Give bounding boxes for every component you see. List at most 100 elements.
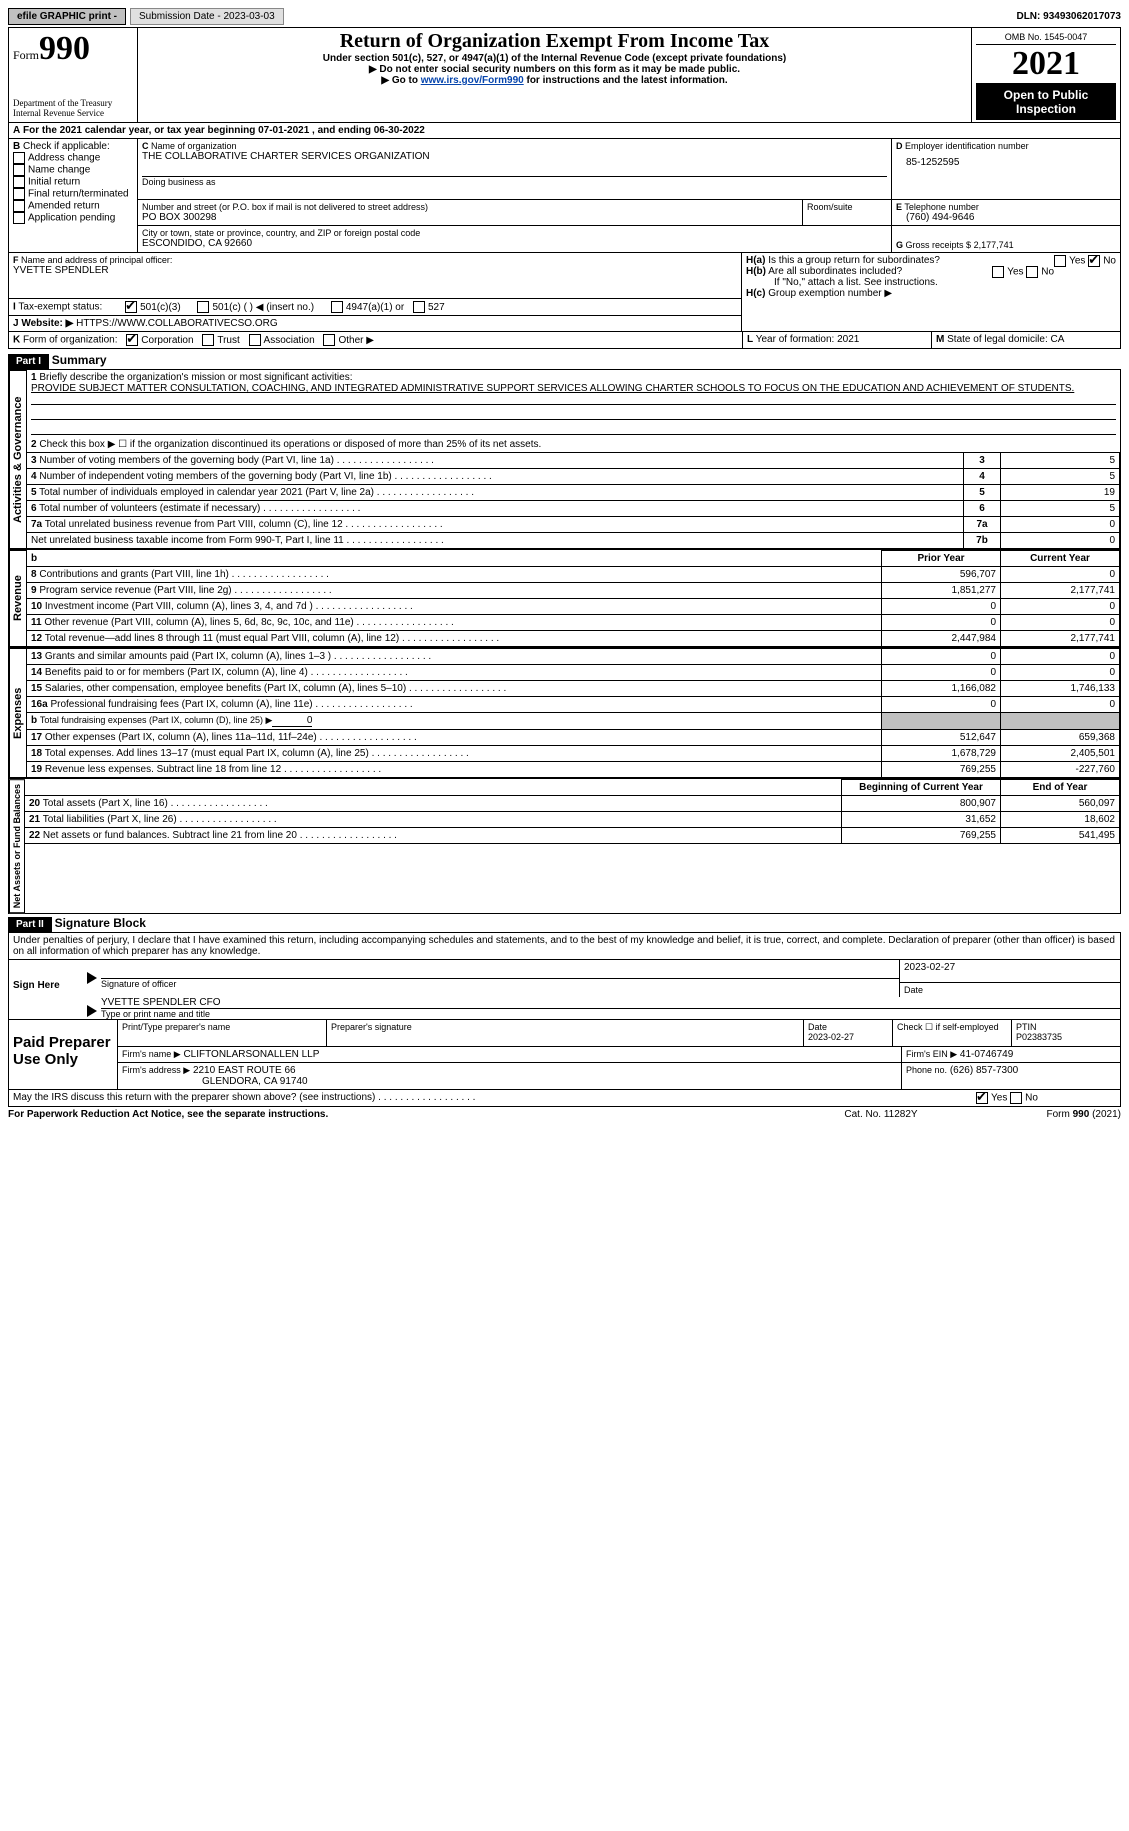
table-row: 13 Grants and similar amounts paid (Part… (27, 649, 1120, 665)
firm-addr2: GLENDORA, CA 91740 (202, 1076, 308, 1087)
inspection-box: Open to Public Inspection (976, 84, 1116, 120)
checkbox-final-return-terminated[interactable] (13, 188, 25, 200)
k-assoc[interactable] (249, 334, 261, 346)
b-item: Address change (13, 152, 133, 164)
b-header: B Check if applicable: (13, 141, 133, 152)
checkbox-initial-return[interactable] (13, 176, 25, 188)
table-row: 8 Contributions and grants (Part VIII, l… (27, 567, 1120, 583)
form-number: 990 (39, 30, 90, 67)
instr-2: ▶ Go to www.irs.gov/Form990 for instruct… (142, 75, 967, 86)
dln-label: DLN: 93493062017073 (1016, 11, 1121, 22)
hb-note: If "No," attach a list. See instructions… (774, 277, 1116, 288)
checkbox-501c3[interactable] (125, 301, 137, 313)
checkbox-name-change[interactable] (13, 164, 25, 176)
checkbox-501c[interactable] (197, 301, 209, 313)
room-label: Room/suite (807, 202, 887, 212)
ha-no[interactable] (1088, 255, 1100, 267)
org-name: THE COLLABORATIVE CHARTER SERVICES ORGAN… (142, 151, 887, 162)
table-row: 19 Revenue less expenses. Subtract line … (27, 762, 1120, 778)
date-label: Date (900, 983, 1120, 997)
dept-label: Department of the Treasury Internal Reve… (13, 98, 133, 118)
discuss-no[interactable] (1010, 1092, 1022, 1104)
k-other[interactable] (323, 334, 335, 346)
side-activities: Activities & Governance (9, 370, 27, 549)
table-row: 18 Total expenses. Add lines 13–17 (must… (27, 746, 1120, 762)
part-1-body: Activities & Governance 1 Briefly descri… (8, 369, 1121, 550)
section-bcdefg: B Check if applicable: Address changeNam… (8, 139, 1121, 253)
discuss-row: May the IRS discuss this return with the… (8, 1090, 1121, 1107)
b-item: Application pending (13, 212, 133, 224)
table-row: 16a Professional fundraising fees (Part … (27, 697, 1120, 713)
firm-name-label: Firm's name ▶ (122, 1049, 181, 1059)
ha-yes[interactable] (1054, 255, 1066, 267)
ptin-label: PTIN (1016, 1022, 1037, 1032)
submission-date-button[interactable]: Submission Date - 2023-03-03 (130, 8, 284, 25)
table-row: 12 Total revenue—add lines 8 through 11 … (27, 631, 1120, 647)
street-label: Number and street (or P.O. box if mail i… (142, 202, 798, 212)
irs-link[interactable]: www.irs.gov/Form990 (421, 75, 524, 86)
table-row: 17 Other expenses (Part IX, column (A), … (27, 730, 1120, 746)
form-title: Return of Organization Exempt From Incom… (142, 30, 967, 53)
sign-here-block: Sign Here Signature of officer 2023-02-2… (8, 960, 1121, 1020)
k-trust[interactable] (202, 334, 214, 346)
d-label: D Employer identification number (896, 141, 1116, 151)
table-row: b Total fundraising expenses (Part IX, c… (27, 713, 1120, 730)
firm-ein-label: Firm's EIN ▶ (906, 1049, 957, 1059)
efile-print-button[interactable]: efile GRAPHIC print - (8, 8, 126, 25)
omb-label: OMB No. 1545-0047 (976, 30, 1116, 45)
summary-row: Net unrelated business taxable income fr… (27, 533, 1120, 549)
prep-sig-label: Preparer's signature (331, 1022, 799, 1032)
b-item: Name change (13, 164, 133, 176)
part-1-header: Part I Summary (8, 353, 1121, 369)
firm-addr-label: Firm's address ▶ (122, 1065, 190, 1075)
checkbox-527[interactable] (413, 301, 425, 313)
side-netassets: Net Assets or Fund Balances (9, 779, 25, 913)
section-klm: K Form of organization: Corporation Trus… (8, 332, 1121, 349)
arrow-icon (87, 972, 97, 984)
checkbox-4947[interactable] (331, 301, 343, 313)
form-word: Form (13, 48, 39, 62)
phone: (760) 494-9646 (906, 212, 1116, 223)
b-item: Amended return (13, 200, 133, 212)
summary-row: 3 Number of voting members of the govern… (27, 453, 1120, 469)
hb-question: H(b) Are all subordinates included? Yes … (746, 266, 1116, 277)
section-fhij: F Name and address of principal officer:… (8, 253, 1121, 332)
phone-label: Phone no. (906, 1065, 947, 1075)
table-row: 14 Benefits paid to or for members (Part… (27, 665, 1120, 681)
ptin: P02383735 (1016, 1032, 1062, 1042)
line1-label: Briefly describe the organization's miss… (39, 372, 352, 383)
checkbox-amended-return[interactable] (13, 200, 25, 212)
arrow-icon (87, 1005, 97, 1017)
line-k: K Form of organization: Corporation Trus… (9, 332, 743, 348)
city: ESCONDIDO, CA 92660 (142, 238, 887, 249)
mission-text: PROVIDE SUBJECT MATTER CONSULTATION, COA… (31, 383, 1074, 394)
table-row: 11 Other revenue (Part VIII, column (A),… (27, 615, 1120, 631)
officer-name: YVETTE SPENDLER (13, 265, 737, 276)
table-row: 15 Salaries, other compensation, employe… (27, 681, 1120, 697)
line-j: J Website: ▶ HTTPS://WWW.COLLABORATIVECS… (9, 316, 741, 331)
self-emp: Check ☐ if self-employed (893, 1020, 1012, 1046)
checkbox-address-change[interactable] (13, 152, 25, 164)
discuss-yes[interactable] (976, 1092, 988, 1104)
footer: For Paperwork Reduction Act Notice, see … (8, 1109, 1121, 1120)
street: PO BOX 300298 (142, 212, 798, 223)
part-1-netassets: Net Assets or Fund Balances Beginning of… (8, 779, 1121, 914)
prep-name-label: Print/Type preparer's name (122, 1022, 322, 1032)
checkbox-application-pending[interactable] (13, 212, 25, 224)
officer-name-title: YVETTE SPENDLER CFO (101, 997, 1120, 1009)
g-label: G Gross receipts $ 2,177,741 (896, 240, 1116, 250)
city-label: City or town, state or province, country… (142, 228, 887, 238)
topbar: efile GRAPHIC print - Submission Date - … (8, 8, 1121, 25)
table-row: 21 Total liabilities (Part X, line 26) 3… (25, 812, 1120, 828)
line2: Check this box ▶ ☐ if the organization d… (39, 439, 541, 450)
firm-phone: (626) 857-7300 (950, 1065, 1018, 1076)
hb-no[interactable] (1026, 266, 1038, 278)
part-1-expenses: Expenses 13 Grants and similar amounts p… (8, 648, 1121, 779)
hb-yes[interactable] (992, 266, 1004, 278)
line-a: A For the 2021 calendar year, or tax yea… (9, 123, 1120, 138)
summary-row: 5 Total number of individuals employed i… (27, 485, 1120, 501)
paperwork-notice: For Paperwork Reduction Act Notice, see … (8, 1109, 801, 1120)
k-corp[interactable] (126, 334, 138, 346)
line-l: L Year of formation: 2021 (743, 332, 932, 348)
ha-question: H(a) Is this a group return for subordin… (746, 255, 1116, 266)
